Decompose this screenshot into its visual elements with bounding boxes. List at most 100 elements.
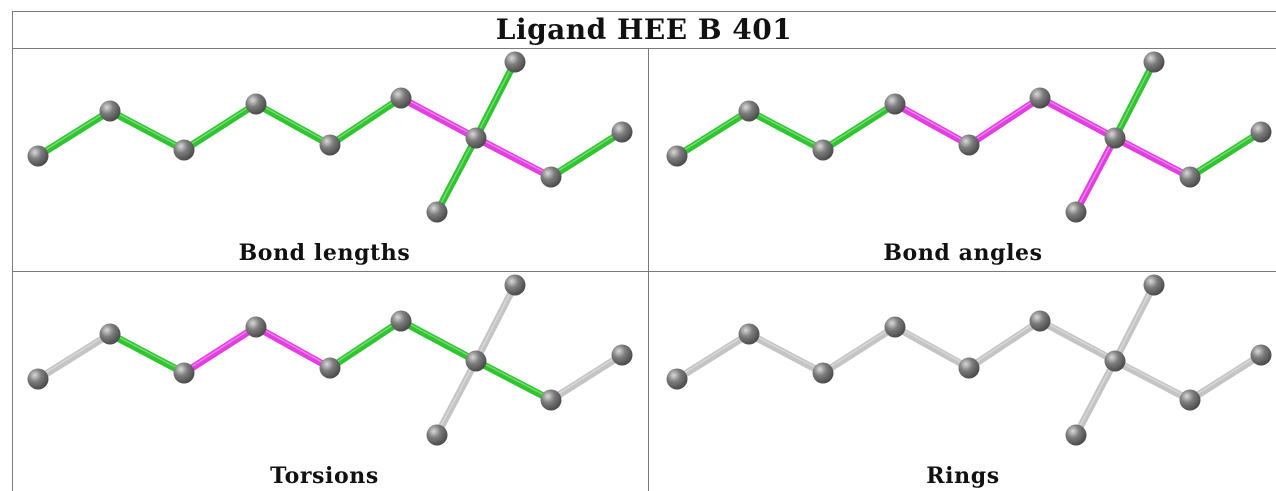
bond-angles-atom: [666, 145, 688, 167]
torsions-bond-shine: [183, 324, 257, 373]
bond-angles-atom: [1143, 51, 1165, 73]
bond-lengths-atom: [99, 100, 121, 122]
bond-angles-bond: [745, 107, 827, 154]
bond-lengths-bond-shine: [475, 59, 516, 138]
torsions-bond: [547, 351, 626, 404]
torsions-bond-shine: [37, 331, 111, 379]
title-divider: [12, 48, 1276, 49]
torsions-atom: [611, 344, 633, 366]
table-top-border: [12, 11, 1276, 12]
torsions-bond: [252, 323, 334, 372]
bond-lengths-bond-shine: [475, 135, 552, 177]
rings-atom: [884, 316, 906, 338]
bond-lengths-bond: [106, 107, 188, 154]
torsions-atom: [173, 362, 195, 384]
bond-lengths-bond: [326, 94, 405, 149]
bond-angles-atom: [958, 134, 980, 156]
bond-angles-bond-shine: [968, 95, 1041, 145]
torsions-bond: [34, 330, 114, 383]
bond-angles-bond-shine: [822, 101, 896, 150]
torsions-bond-shine: [475, 358, 552, 400]
panel-torsions-molecule: [27, 274, 633, 446]
rings-bond: [745, 330, 827, 377]
rings-bond: [1036, 317, 1119, 365]
bond-angles-bond: [1036, 94, 1119, 142]
torsions-bond-shine: [400, 318, 477, 361]
bond-angles-bond: [1111, 134, 1194, 181]
rings-atom: [1065, 424, 1087, 446]
rings-bond-shine: [822, 324, 896, 373]
torsions-bond: [472, 281, 519, 365]
ligand-table: [12, 11, 1276, 491]
bond-lengths-bond: [252, 100, 334, 149]
column-divider: [648, 48, 649, 491]
bond-lengths-bond-shine: [109, 108, 185, 150]
rings-bond-shine: [968, 318, 1041, 368]
bond-lengths-bond-shine: [329, 95, 402, 145]
rings-bond: [1111, 357, 1194, 404]
bond-lengths-atom: [504, 51, 526, 73]
torsions-bond: [472, 357, 555, 404]
bond-angles-bond-shine: [1189, 129, 1262, 177]
bond-angles-bond-shine: [1039, 95, 1116, 138]
torsions-atom: [426, 424, 448, 446]
bond-lengths-atom: [245, 93, 267, 115]
bond-lengths-bond-shine: [255, 101, 331, 145]
bond-angles-atom: [1250, 121, 1272, 143]
rings-bond: [1072, 357, 1119, 439]
torsions-atom: [540, 389, 562, 411]
caption-bond-lengths: Bond lengths: [238, 240, 411, 266]
bond-angles-bond: [1072, 134, 1119, 216]
rings-bond-shine: [1114, 282, 1155, 361]
bond-lengths-atom: [540, 166, 562, 188]
bond-lengths-bond: [397, 94, 480, 142]
bond-lengths-atom: [426, 201, 448, 223]
rings-bond-shine: [676, 331, 750, 379]
bond-lengths-bond-shine: [436, 135, 477, 212]
rings-bond-shine: [1075, 358, 1116, 435]
torsions-atom: [504, 274, 526, 296]
bond-angles-atom: [1104, 127, 1126, 149]
bond-angles-atom: [1179, 166, 1201, 188]
bond-angles-bond-shine: [676, 108, 750, 156]
bond-angles-bond-shine: [1114, 135, 1191, 177]
bond-angles-bond: [819, 100, 899, 154]
bond-angles-bond: [1186, 128, 1265, 181]
rings-bond: [819, 323, 899, 377]
caption-torsions: Torsions: [270, 463, 379, 489]
bond-angles-atom: [1029, 87, 1051, 109]
caption-bond-angles: Bond angles: [883, 240, 1043, 266]
page-title: Ligand HEE B 401: [495, 13, 793, 46]
bond-lengths-bond: [472, 58, 519, 142]
bond-lengths-atom: [173, 139, 195, 161]
rings-bond-shine: [894, 324, 970, 368]
bond-angles-bond: [891, 100, 973, 149]
bond-angles-bond-shine: [1075, 135, 1116, 212]
rings-bond: [891, 323, 973, 372]
bond-angles-atom: [738, 100, 760, 122]
torsions-bond-shine: [255, 324, 331, 368]
rings-atom: [1029, 310, 1051, 332]
rings-bond-shine: [1039, 318, 1116, 361]
table-left-border: [12, 11, 13, 491]
torsions-atom: [245, 316, 267, 338]
bond-lengths-atom: [319, 134, 341, 156]
caption-rings: Rings: [926, 463, 1000, 489]
panel-bond-lengths-molecule: [27, 51, 633, 223]
torsions-bond-shine: [109, 331, 185, 373]
bond-angles-atom: [884, 93, 906, 115]
bond-lengths-atom: [27, 145, 49, 167]
bond-angles-atom: [1065, 201, 1087, 223]
bond-lengths-atom: [390, 87, 412, 109]
bond-lengths-bond-shine: [183, 101, 257, 150]
rings-bond: [965, 317, 1044, 372]
bond-lengths-bond: [472, 134, 555, 181]
rings-atom: [958, 357, 980, 379]
bond-angles-bond: [673, 107, 753, 160]
torsions-atom: [465, 350, 487, 372]
bond-lengths-atom: [611, 121, 633, 143]
bond-angles-atom: [812, 139, 834, 161]
bond-angles-bond-shine: [894, 101, 970, 145]
panel-rings-molecule: [666, 274, 1272, 446]
